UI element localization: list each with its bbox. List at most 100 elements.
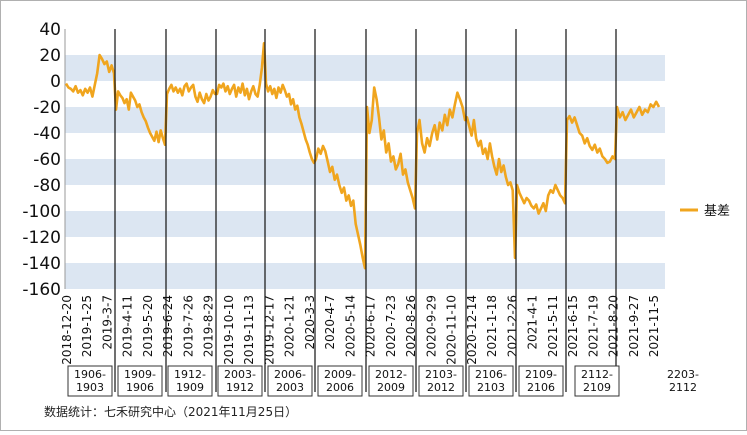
contract-period-label: 2109- — [525, 368, 557, 381]
x-tick-label: 2021-7-19 — [586, 295, 600, 357]
x-tick-label: 2020-5-14 — [343, 295, 357, 357]
contract-period-label: 1903 — [76, 381, 104, 394]
contract-period-label: 2106 — [527, 381, 555, 394]
x-tick-label: 2021-4-1 — [526, 295, 540, 349]
y-tick-label: -20 — [33, 98, 61, 118]
contract-period-label: 2009- — [324, 368, 356, 381]
contract-period-label: 1912- — [174, 368, 206, 381]
contract-box-border — [518, 365, 564, 397]
x-tick-label: 2019-8-29 — [202, 295, 216, 357]
contract-period-label: 1912 — [226, 381, 254, 394]
y-tick-label: -80 — [33, 176, 61, 196]
x-tick-label: 2021-5-11 — [546, 295, 560, 357]
source-note: 数据统计：七禾研究中心（2021年11月25日） — [44, 405, 298, 419]
contract-box-border — [67, 365, 113, 397]
y-tick-label: 40 — [39, 20, 61, 40]
x-tick-label: 2020-3-3 — [303, 295, 317, 349]
contract-period-box: 2012-2009 — [368, 365, 414, 397]
x-tick-label: 2020-4-7 — [323, 295, 337, 349]
y-tick-label: -100 — [22, 202, 61, 222]
x-tick-label: 2020-7-23 — [384, 295, 398, 357]
contract-box-border — [418, 365, 464, 397]
y-tick-label: 0 — [50, 72, 61, 92]
y-tick-label: -120 — [22, 228, 61, 248]
contract-period-label: 1909 — [176, 381, 204, 394]
x-tick-label: 2019-3-7 — [100, 295, 114, 349]
contract-period-label: 1906- — [74, 368, 106, 381]
contract-period-label: 2109 — [583, 381, 611, 394]
y-tick-label: -140 — [22, 254, 61, 274]
contract-box-border — [574, 365, 620, 397]
contract-period-label: 2203- — [667, 368, 699, 381]
x-tick-label: 2020-6-17 — [364, 295, 378, 357]
x-tick-label: 2021-11-5 — [647, 295, 661, 357]
x-tick-label: 2021-8-20 — [607, 295, 621, 357]
x-axis: 2018-12-20 2019-1-25 2019-3-7 2019-4-11 2019… — [60, 295, 661, 365]
legend: 基差 — [680, 204, 730, 219]
contract-period-boxes: 1906-19031909-19061912-19092003-19122006… — [67, 365, 699, 397]
series-line-basis — [64, 41, 661, 270]
contract-box-border — [317, 365, 363, 397]
contract-period-label: 2112 — [669, 381, 697, 394]
y-tick-label: -160 — [22, 280, 61, 300]
x-tick-label: 2020-12-14 — [465, 295, 479, 365]
contract-period-label: 2103 — [477, 381, 505, 394]
y-tick-label: -40 — [33, 124, 61, 144]
y-axis: 40 20 0 -20 -40 -60 -80 -100 -120 -140 -160 — [22, 20, 61, 300]
contract-period-label: 1909- — [124, 368, 156, 381]
contract-box-border — [368, 365, 414, 397]
x-tick-label: 2019-11-13 — [242, 295, 256, 365]
contract-box-border — [267, 365, 313, 397]
contract-period-box: 2112-2109 — [574, 365, 620, 397]
period-dividers — [114, 29, 617, 392]
x-tick-label: 2019-1-25 — [80, 295, 94, 357]
x-tick-label: 2020-1-21 — [283, 295, 297, 357]
contract-period-box: 2103-2012 — [418, 365, 464, 397]
contract-period-box: 2109-2106 — [518, 365, 564, 397]
x-tick-label: 2018-12-20 — [60, 295, 74, 365]
contract-period-label: 2112- — [581, 368, 613, 381]
contract-period-label: 2106- — [475, 368, 507, 381]
contract-period-label: 2012- — [375, 368, 407, 381]
x-tick-label: 2019-10-10 — [222, 295, 236, 365]
contract-period-box: 1906-1903 — [67, 365, 113, 397]
contract-period-label: 2012 — [427, 381, 455, 394]
contract-box-border — [217, 365, 263, 397]
contract-period-label: 2006- — [274, 368, 306, 381]
contract-period-box: 2003-1912 — [217, 365, 263, 397]
contract-box-border — [468, 365, 514, 397]
y-tick-label: 20 — [39, 46, 61, 66]
contract-period-label: 2003 — [276, 381, 304, 394]
series-basis — [64, 41, 661, 270]
x-tick-label: 2019-4-11 — [121, 295, 135, 357]
grid-band — [65, 55, 665, 81]
x-tick-label: 2019-5-20 — [141, 295, 155, 357]
x-tick-label: 2020-8-26 — [404, 295, 418, 357]
contract-period-box: 2006-2003 — [267, 365, 313, 397]
contract-period-label: 2009 — [377, 381, 405, 394]
contract-period-box: 1909-1906 — [117, 365, 163, 397]
x-tick-label: 2020-9-29 — [424, 295, 438, 357]
x-tick-label: 2020-11-10 — [445, 295, 459, 365]
x-tick-label: 2021-6-15 — [566, 295, 580, 357]
contract-period-box: 2106-2103 — [468, 365, 514, 397]
contract-period-label: 1906 — [126, 381, 154, 394]
x-tick-label: 2021-1-18 — [485, 295, 499, 357]
x-tick-label: 2021-9-27 — [627, 295, 641, 357]
contract-period-label: 2003- — [224, 368, 256, 381]
contract-period-label: 2006 — [326, 381, 354, 394]
x-tick-label: 2021-2-26 — [505, 295, 519, 357]
contract-period-box: 2009-2006 — [317, 365, 363, 397]
x-tick-label: 2019-12-17 — [262, 295, 276, 365]
x-tick-label: 2019-7-26 — [181, 295, 195, 357]
contract-period-box: 1912-1909 — [167, 365, 213, 397]
contract-period-box: 2203-2112 — [667, 368, 699, 394]
contract-box-border — [117, 365, 163, 397]
legend-label: 基差 — [704, 204, 730, 219]
contract-period-label: 2103- — [425, 368, 457, 381]
y-tick-label: -60 — [33, 150, 61, 170]
x-tick-label: 2019-6-24 — [161, 295, 175, 357]
contract-box-border — [167, 365, 213, 397]
